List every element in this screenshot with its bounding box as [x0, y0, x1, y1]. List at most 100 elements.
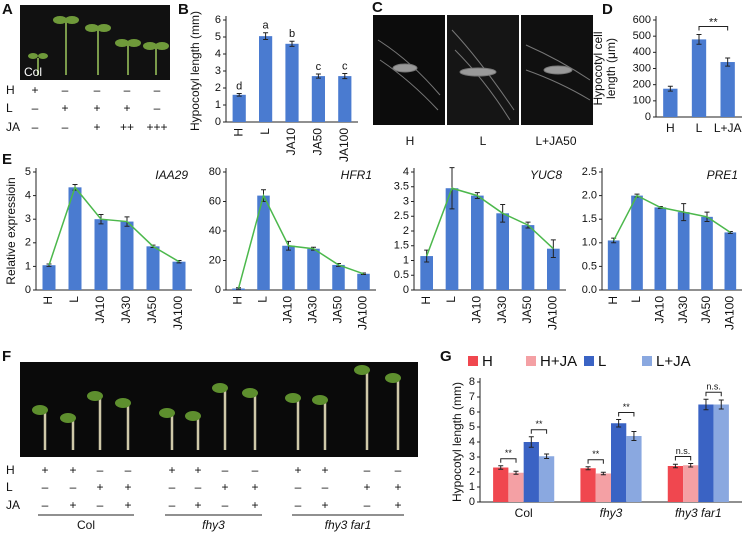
bracket	[705, 391, 722, 397]
treatment-cell: +	[61, 101, 68, 115]
x-tick-label: H	[41, 296, 55, 305]
trend-line	[237, 193, 364, 289]
x-tick-label: JA100	[546, 296, 560, 330]
treatment-cell: +	[194, 498, 201, 512]
x-tick-label: JA10	[281, 296, 295, 324]
treatment-label: L	[6, 101, 13, 115]
legend-label: H+JA	[540, 353, 577, 370]
error-bar	[667, 85, 673, 92]
treatment-cell: +	[93, 101, 100, 115]
leaf-sketch-f	[32, 365, 401, 423]
significance-letter: a	[263, 20, 270, 32]
y-tick-label: 1	[469, 481, 475, 493]
bar	[724, 232, 737, 290]
panel-letter: E	[2, 151, 12, 168]
y-tick-label: 0.5	[394, 269, 409, 281]
y-tick-label: 40	[209, 225, 221, 237]
panel-letter: A	[2, 1, 13, 18]
legend-label: L	[598, 353, 606, 370]
panel-letter: D	[602, 1, 613, 18]
treatment-cell: –	[154, 83, 161, 97]
bar	[667, 466, 684, 502]
gene-title: HFR1	[341, 168, 372, 182]
y-tick-label: 5	[25, 166, 31, 178]
treatment-cell: –	[322, 480, 329, 494]
significance: n.s.	[676, 446, 691, 456]
legend-swatch	[468, 356, 478, 366]
x-tick-label: L	[629, 296, 643, 303]
treatment-cell: +	[123, 101, 130, 115]
treatment-label: H	[6, 463, 15, 477]
error-bar	[718, 399, 724, 410]
bar	[172, 261, 186, 290]
bracket	[500, 458, 517, 463]
x-tick-label: JA10	[93, 296, 107, 324]
significance: **	[623, 402, 631, 412]
y-tick-label: 0	[215, 284, 221, 296]
significance: **	[709, 16, 718, 28]
error-bar	[498, 465, 504, 470]
y-tick-label: 2	[469, 466, 475, 478]
y-tick-label: 2.0	[582, 190, 597, 202]
x-tick-label: L	[256, 296, 270, 303]
panel-letter: F	[2, 348, 11, 365]
error-bar	[703, 398, 709, 411]
treatment-cell: –	[395, 463, 402, 477]
x-tick-label: JA10	[470, 296, 484, 324]
treatment-cell: +	[251, 480, 258, 494]
bar	[282, 245, 295, 290]
y-tick-label: 3	[403, 195, 409, 207]
x-tick-label: L	[444, 296, 458, 303]
x-tick-label: fhy3 far1	[675, 506, 722, 520]
treatment-cell: +++	[146, 120, 167, 134]
bar	[720, 62, 735, 117]
y-tick-label: 2.5	[582, 166, 597, 178]
bar	[508, 472, 524, 502]
treatment-cell: –	[154, 101, 161, 115]
x-tick-label: JA30	[495, 296, 509, 324]
x-tick-label: H	[666, 121, 675, 135]
legend-label: H	[482, 353, 493, 370]
y-tick-label: 2	[215, 82, 221, 94]
bracket	[530, 429, 548, 434]
y-tick-label: 0.5	[582, 260, 597, 272]
y-tick-label: 1.5	[582, 213, 597, 225]
error-bar	[688, 462, 694, 468]
gene-title: YUC8	[530, 168, 562, 182]
y-axis-label: Relative expressioin	[4, 177, 18, 284]
treatment-cell: –	[42, 480, 49, 494]
micro-label: H	[406, 134, 415, 148]
treatment-cell: +	[69, 463, 76, 477]
error-bar	[725, 57, 731, 67]
gene-title: PRE1	[707, 168, 738, 182]
y-tick-label: 0	[645, 111, 651, 123]
bar	[42, 265, 56, 290]
y-tick-label: 7	[469, 391, 475, 403]
bar	[523, 442, 539, 502]
bar	[631, 195, 643, 290]
x-tick-label: fhy3	[600, 506, 623, 520]
treatment-cell: –	[42, 498, 49, 512]
y-tick-label: 80	[209, 166, 221, 178]
error-bar	[315, 73, 321, 79]
y-tick-label: 6	[215, 14, 221, 26]
treatment-cell: –	[295, 480, 302, 494]
trend-line	[425, 187, 554, 257]
treatment-cell: +	[194, 463, 201, 477]
panel-letter: B	[178, 1, 189, 18]
bar	[338, 76, 352, 122]
bar	[357, 273, 370, 290]
bar	[713, 404, 729, 502]
treatment-label: JA	[6, 498, 20, 512]
treatment-cell: –	[364, 463, 371, 477]
y-tick-label: 3	[469, 451, 475, 463]
legend-swatch	[584, 356, 594, 366]
significance-letter: d	[236, 80, 242, 92]
photo-label: Col	[24, 65, 42, 79]
y-tick-label: 1	[25, 260, 31, 272]
micro-label: L+JA50	[535, 134, 576, 148]
bar	[654, 207, 667, 290]
x-tick-label: JA50	[145, 296, 159, 324]
error-bar	[263, 32, 269, 41]
